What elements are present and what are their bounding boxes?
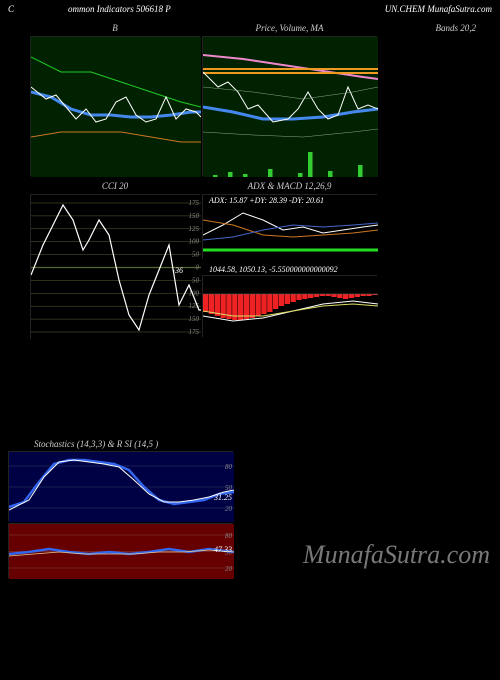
- header-right: UN.CHEM MunafaSutra.com: [385, 4, 492, 14]
- svg-text:175: 175: [189, 199, 200, 207]
- svg-text:150: 150: [189, 315, 200, 323]
- svg-text:175: 175: [189, 328, 200, 336]
- right-stack: ADX & MACD 12,26,9 ADX: 15.87 +DY: 28.39…: [202, 194, 377, 339]
- header-left: C ommon Indicators 506618 P: [8, 4, 171, 14]
- bollinger-title: B: [31, 23, 199, 33]
- adx-values: ADX: 15.87 +DY: 28.39 -DY: 20.61: [205, 195, 328, 206]
- svg-text:150: 150: [189, 212, 200, 220]
- macd-values: 1044.58, 1050.13, -5.550000000000092: [205, 264, 342, 275]
- stoch-rsi-title: Stochastics (14,3,3) & R SI (14,5 ): [34, 439, 500, 449]
- page-header: C ommon Indicators 506618 P UN.CHEM Muna…: [0, 0, 500, 18]
- adx-title: ADX & MACD 12,26,9: [203, 181, 376, 191]
- svg-text:80: 80: [225, 532, 233, 540]
- stochastics-chart: 80502031.25: [8, 451, 233, 521]
- svg-text:0: 0: [196, 264, 200, 272]
- macd-chart: 1044.58, 1050.13, -5.550000000000092: [202, 275, 377, 337]
- svg-text:31.25: 31.25: [213, 493, 232, 502]
- svg-text:20: 20: [225, 565, 233, 573]
- bollinger-chart: B: [30, 36, 200, 176]
- cci-chart: CCI 20 17515012510050050100125150175-36: [30, 194, 200, 339]
- rsi-chart: 80502047.33: [8, 523, 233, 578]
- adx-chart: ADX & MACD 12,26,9 ADX: 15.87 +DY: 28.39…: [202, 194, 377, 259]
- bands-title: Bands 20,2: [436, 23, 477, 33]
- svg-text:100: 100: [189, 238, 200, 246]
- cci-title: CCI 20: [31, 181, 199, 191]
- svg-text:50: 50: [192, 276, 200, 284]
- watermark: MunafaSutra.com: [303, 540, 490, 570]
- svg-text:80: 80: [225, 463, 233, 471]
- svg-text:47.33: 47.33: [214, 545, 232, 554]
- svg-text:-36: -36: [172, 266, 183, 275]
- svg-text:50: 50: [192, 251, 200, 259]
- price-chart: Price, Volume, MA Bands 20,2: [202, 36, 377, 176]
- svg-text:125: 125: [189, 225, 200, 233]
- svg-text:20: 20: [225, 505, 233, 513]
- price-title: Price, Volume, MA: [203, 23, 376, 33]
